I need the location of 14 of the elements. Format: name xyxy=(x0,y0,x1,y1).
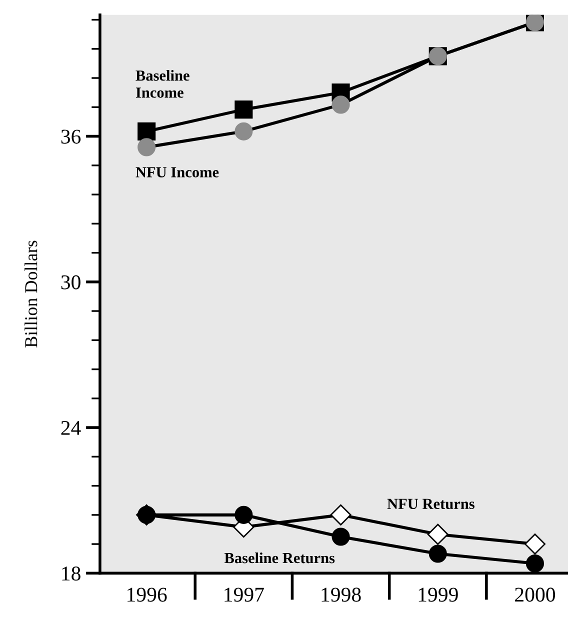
y-tick-label: 36 xyxy=(61,130,81,144)
x-tick-label: 2000 xyxy=(515,588,556,602)
y-tick-label: 18 xyxy=(62,566,80,581)
series-label: NFU Income xyxy=(136,167,219,178)
x-tick-label: 1998 xyxy=(322,588,361,602)
y-tick-label: 30 xyxy=(61,275,80,290)
series-label: Baseline Income xyxy=(136,70,190,98)
x-tick-label: 1999 xyxy=(418,588,458,602)
series-label: Baseline Returns xyxy=(224,552,335,564)
y-axis-title: Billion Dollars xyxy=(24,240,38,348)
series-label: NFU Returns xyxy=(387,498,474,510)
x-tick-label: 1996 xyxy=(128,588,167,602)
x-tick-label: 1997 xyxy=(224,588,264,602)
y-tick-label: 24 xyxy=(61,420,81,435)
